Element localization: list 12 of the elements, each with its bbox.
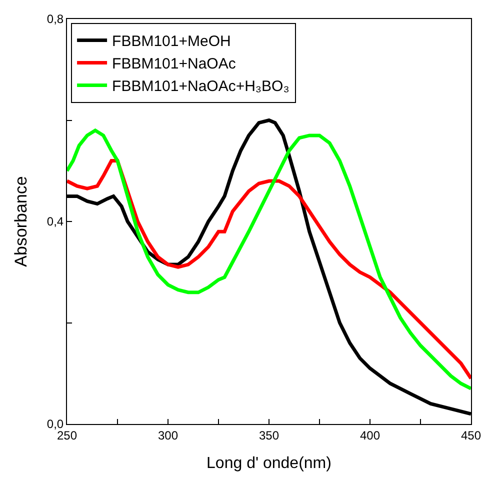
legend-label: FBBM101+NaOAc [112, 56, 236, 73]
y-axis-title: Absorbance [11, 176, 30, 267]
x-tick-label: 300 [158, 428, 178, 442]
legend-label: FBBM101+MeOH [112, 33, 231, 50]
x-tick-label: 450 [460, 428, 482, 442]
x-tick-label: 400 [360, 428, 380, 442]
x-tick-label: 350 [258, 428, 280, 442]
y-tick-label: 0,8 [46, 12, 64, 26]
y-tick-label: 0,4 [46, 214, 64, 229]
line-series [67, 159, 471, 380]
x-axis-title: Long d' onde(nm) [206, 455, 332, 472]
legend-label: FBBM101+NaOAc+H₃BO₃ [112, 78, 290, 96]
